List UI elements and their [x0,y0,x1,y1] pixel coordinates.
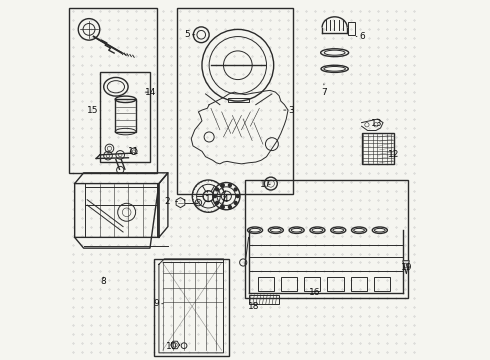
Circle shape [234,188,237,191]
Bar [362,134,394,164]
Circle shape [236,195,239,198]
Circle shape [216,188,219,191]
Bar [351,277,367,291]
Circle shape [214,195,216,198]
Text: 15: 15 [87,105,98,114]
Circle shape [216,202,219,204]
Text: 19: 19 [401,264,412,273]
Text: 3: 3 [284,105,294,114]
Text: 6: 6 [356,32,366,41]
Text: 5: 5 [184,30,195,39]
Text: 10: 10 [166,342,177,351]
Bar [327,277,343,291]
Text: 8: 8 [100,276,106,285]
Bar [228,98,248,102]
Bar [258,277,274,291]
Text: 2: 2 [164,197,177,206]
Text: 13: 13 [371,119,383,128]
Bar [115,99,136,132]
Bar [245,180,408,298]
Text: 1: 1 [204,191,210,204]
Text: 17: 17 [260,180,271,189]
Bar [100,72,150,162]
Bar [248,295,279,304]
Text: 18: 18 [248,302,260,311]
Circle shape [221,184,224,186]
Circle shape [228,184,231,186]
Circle shape [221,206,224,208]
Bar [69,8,157,173]
Text: 4: 4 [222,191,228,204]
Circle shape [234,202,237,204]
Text: 7: 7 [321,84,327,96]
Bar [281,277,297,291]
Text: 9: 9 [153,299,163,308]
Bar [348,22,355,35]
Polygon shape [403,261,409,274]
Bar [153,259,229,356]
Text: 12: 12 [388,150,399,159]
Text: 11: 11 [128,147,140,156]
Circle shape [228,206,231,208]
Bar [177,8,294,194]
Bar [374,277,390,291]
Text: 16: 16 [309,288,320,297]
Bar [304,277,320,291]
Text: 14: 14 [146,87,157,96]
